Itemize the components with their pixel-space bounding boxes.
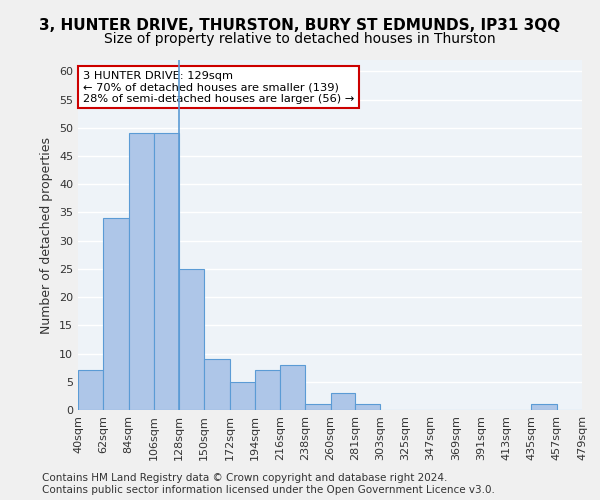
Bar — [280, 365, 305, 410]
Bar — [128, 134, 154, 410]
Y-axis label: Number of detached properties: Number of detached properties — [40, 136, 53, 334]
Bar — [78, 370, 103, 410]
Text: Size of property relative to detached houses in Thurston: Size of property relative to detached ho… — [104, 32, 496, 46]
Text: 3, HUNTER DRIVE, THURSTON, BURY ST EDMUNDS, IP31 3QQ: 3, HUNTER DRIVE, THURSTON, BURY ST EDMUN… — [40, 18, 560, 32]
Bar — [154, 134, 179, 410]
Bar — [204, 359, 230, 410]
Bar — [355, 404, 380, 410]
Text: 3 HUNTER DRIVE: 129sqm
← 70% of detached houses are smaller (139)
28% of semi-de: 3 HUNTER DRIVE: 129sqm ← 70% of detached… — [83, 70, 354, 104]
Text: Contains HM Land Registry data © Crown copyright and database right 2024.
Contai: Contains HM Land Registry data © Crown c… — [42, 474, 495, 495]
Bar — [103, 218, 128, 410]
Bar — [331, 393, 355, 410]
Bar — [179, 269, 204, 410]
Bar — [532, 404, 557, 410]
Bar — [305, 404, 331, 410]
Bar — [230, 382, 255, 410]
Bar — [255, 370, 280, 410]
